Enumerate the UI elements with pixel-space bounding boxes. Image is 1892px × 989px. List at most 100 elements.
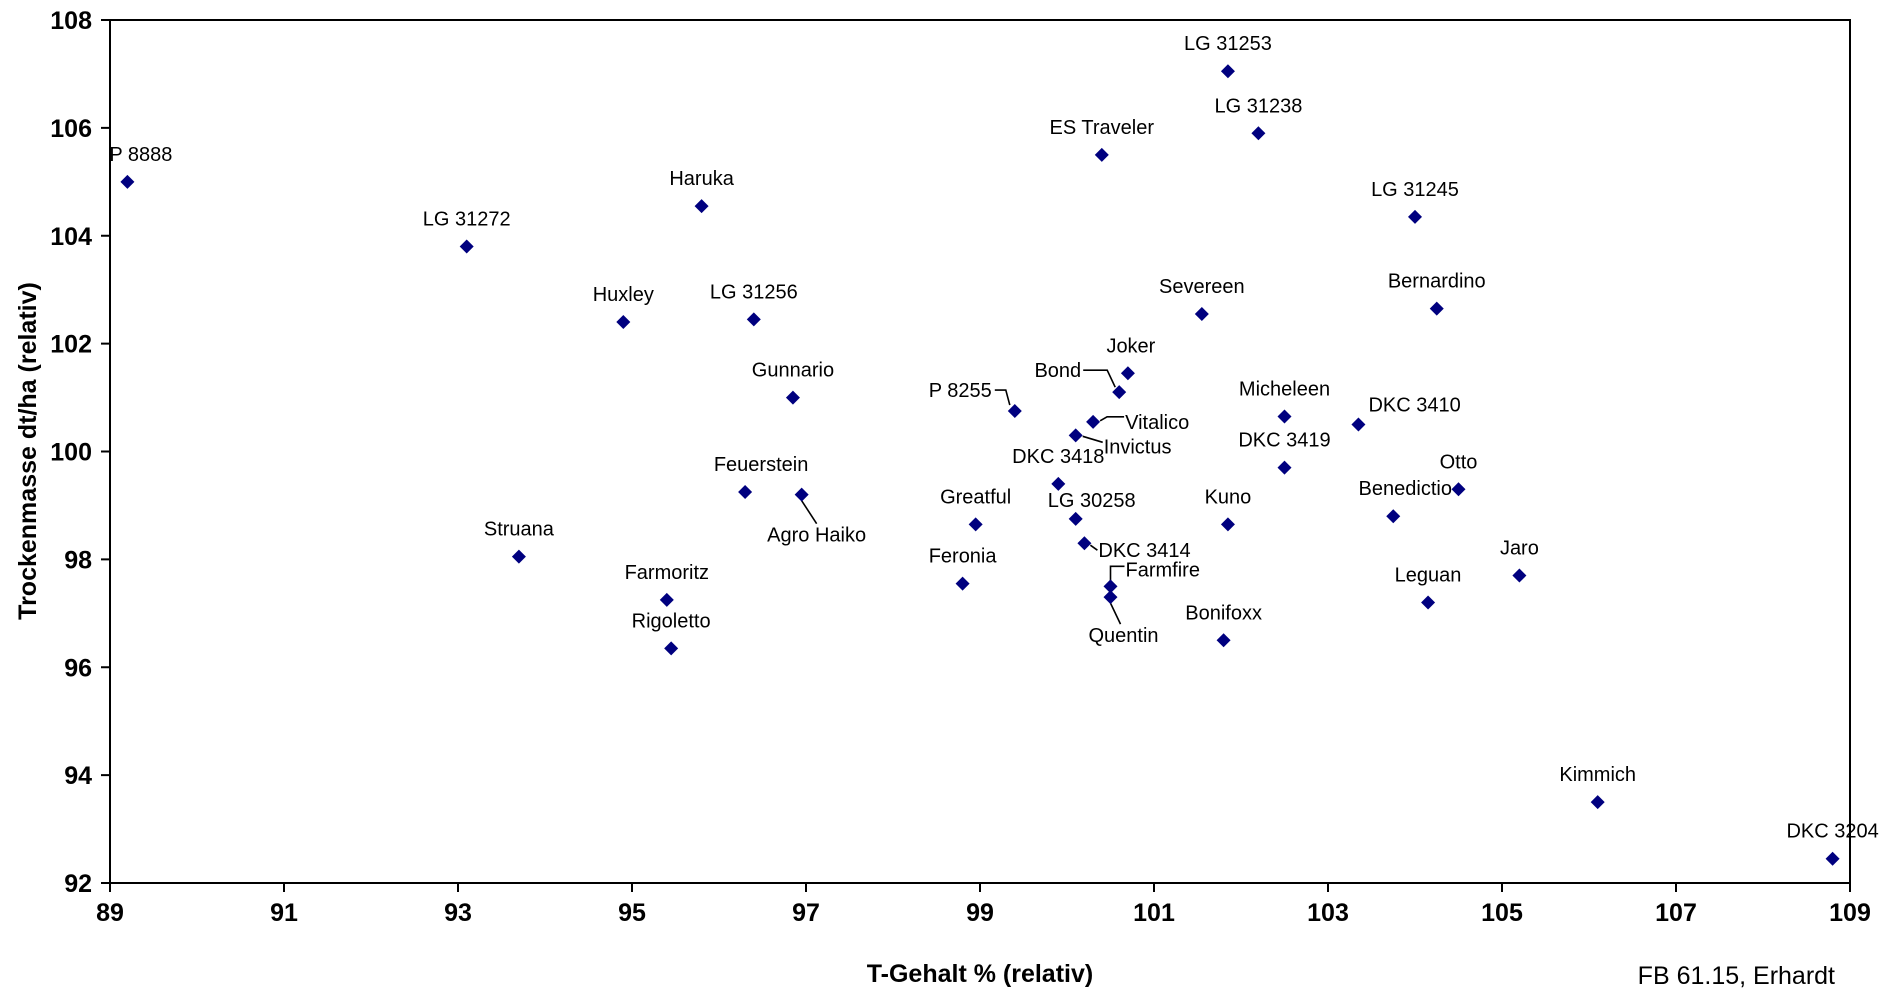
data-point-marker (659, 592, 674, 607)
data-point-marker (1086, 414, 1101, 429)
data-point-marker (1077, 536, 1092, 551)
x-axis-title: T-Gehalt % (relativ) (867, 960, 1093, 988)
data-point-label: Kuno (1205, 486, 1252, 508)
x-tick-label: 97 (792, 899, 820, 927)
data-point-marker (1512, 568, 1527, 583)
data-point-label: Micheleen (1239, 378, 1330, 400)
data-point-label: Feronia (929, 546, 998, 568)
x-tick-label: 101 (1133, 899, 1175, 927)
data-markers (120, 64, 1840, 866)
x-tick-label: 109 (1829, 899, 1871, 927)
data-point-label: Joker (1106, 335, 1155, 357)
label-leader-line (1109, 565, 1125, 582)
data-point-marker (968, 517, 983, 532)
y-tick-label: 94 (64, 762, 92, 790)
y-tick-label: 108 (50, 7, 92, 35)
data-point-label: Haruka (669, 168, 734, 190)
label-leader-line (800, 500, 818, 525)
data-point-label: Feuerstein (714, 454, 809, 476)
data-point-marker (1194, 306, 1209, 321)
data-point-label: Severeen (1159, 276, 1245, 298)
data-point-marker (1007, 404, 1022, 419)
data-point-label: P 8888 (109, 144, 172, 166)
label-leader-line (1109, 602, 1122, 625)
data-point-marker (616, 315, 631, 330)
data-labels: P 8888 LG 31272 Haruka Huxley LG 31256 Gunnar… (109, 33, 1878, 842)
data-point-label: DKC 3410 (1368, 395, 1460, 417)
x-tick-label: 89 (96, 899, 124, 927)
label-leader-line (1082, 435, 1103, 444)
data-point-marker (1451, 482, 1466, 497)
data-point-label: Leguan (1395, 565, 1462, 587)
x-tick-label: 107 (1655, 899, 1697, 927)
y-tick-label: 96 (64, 654, 92, 682)
data-point-marker (1429, 301, 1444, 316)
label-leader-line (994, 389, 1011, 406)
data-point-label: Agro Haiko (767, 525, 866, 547)
data-point-marker (794, 487, 809, 502)
data-point-marker (459, 239, 474, 254)
data-point-marker (1590, 795, 1605, 810)
data-point-marker (1351, 417, 1366, 432)
data-point-label: Kimmich (1559, 764, 1636, 786)
data-point-marker (955, 576, 970, 591)
data-point-label: LG 31253 (1184, 33, 1272, 55)
data-point-marker (1277, 460, 1292, 475)
data-point-marker (785, 390, 800, 405)
data-point-label: ES Traveler (1050, 117, 1155, 139)
data-point-label: DKC 3204 (1786, 821, 1878, 843)
data-point-label: Greatful (940, 486, 1011, 508)
data-point-marker (1421, 595, 1436, 610)
data-point-marker (1220, 64, 1235, 79)
data-point-marker (1094, 147, 1109, 162)
label-leader-line (1083, 369, 1116, 388)
data-point-marker (738, 484, 753, 499)
data-point-label: LG 31256 (710, 281, 798, 303)
data-point-label: Otto (1440, 451, 1478, 473)
data-point-marker (1220, 517, 1235, 532)
data-point-marker (1103, 590, 1118, 605)
data-point-label: LG 30258 (1048, 490, 1136, 512)
y-tick-label: 92 (64, 870, 92, 898)
data-point-marker (1825, 851, 1840, 866)
x-tick-label: 93 (444, 899, 472, 927)
x-tick-label: 99 (966, 899, 994, 927)
data-point-marker (1051, 476, 1066, 491)
data-point-label: Quentin (1088, 625, 1158, 647)
x-tick-label: 95 (618, 899, 646, 927)
data-point-marker (1068, 511, 1083, 526)
data-point-marker (1216, 633, 1231, 648)
data-point-marker (1068, 428, 1083, 443)
data-point-label: Gunnario (752, 360, 834, 382)
y-tick-label: 102 (50, 331, 92, 359)
data-point-label: LG 31245 (1371, 179, 1459, 201)
data-point-label: DKC 3419 (1238, 430, 1330, 452)
data-point-label: DKC 3418 (1012, 446, 1104, 468)
data-point-label: Farmoritz (625, 562, 709, 584)
data-point-label: Jaro (1500, 538, 1539, 560)
data-point-marker (1103, 579, 1118, 594)
data-point-label: Rigoletto (632, 610, 711, 632)
data-point-label: Huxley (593, 284, 654, 306)
data-point-marker (511, 549, 526, 564)
data-point-label: DKC 3414 (1098, 540, 1190, 562)
data-point-label: LG 31238 (1214, 95, 1302, 117)
data-point-label: Farmfire (1126, 559, 1200, 581)
data-point-label: Invictus (1104, 436, 1172, 458)
data-point-marker (1408, 209, 1422, 224)
y-tick-label: 104 (50, 223, 92, 251)
x-tick-label: 105 (1481, 899, 1523, 927)
axis-ticks: 89 91 93 95 97 99 101 103 105 107 109 92 94 96 98 100 10… (50, 7, 1871, 927)
data-point-marker (694, 199, 709, 214)
data-point-label: P 8255 (929, 380, 992, 402)
data-point-marker (746, 312, 761, 327)
label-leader-line (1099, 416, 1125, 422)
data-point-marker (1120, 366, 1135, 381)
credit-note: FB 61.15, Erhardt (1638, 962, 1835, 989)
y-tick-label: 100 (50, 439, 92, 467)
plot-area (109, 19, 1851, 884)
data-point-marker (1277, 409, 1292, 424)
data-point-label: Struana (484, 519, 555, 541)
data-point-label: Bond (1034, 360, 1081, 382)
